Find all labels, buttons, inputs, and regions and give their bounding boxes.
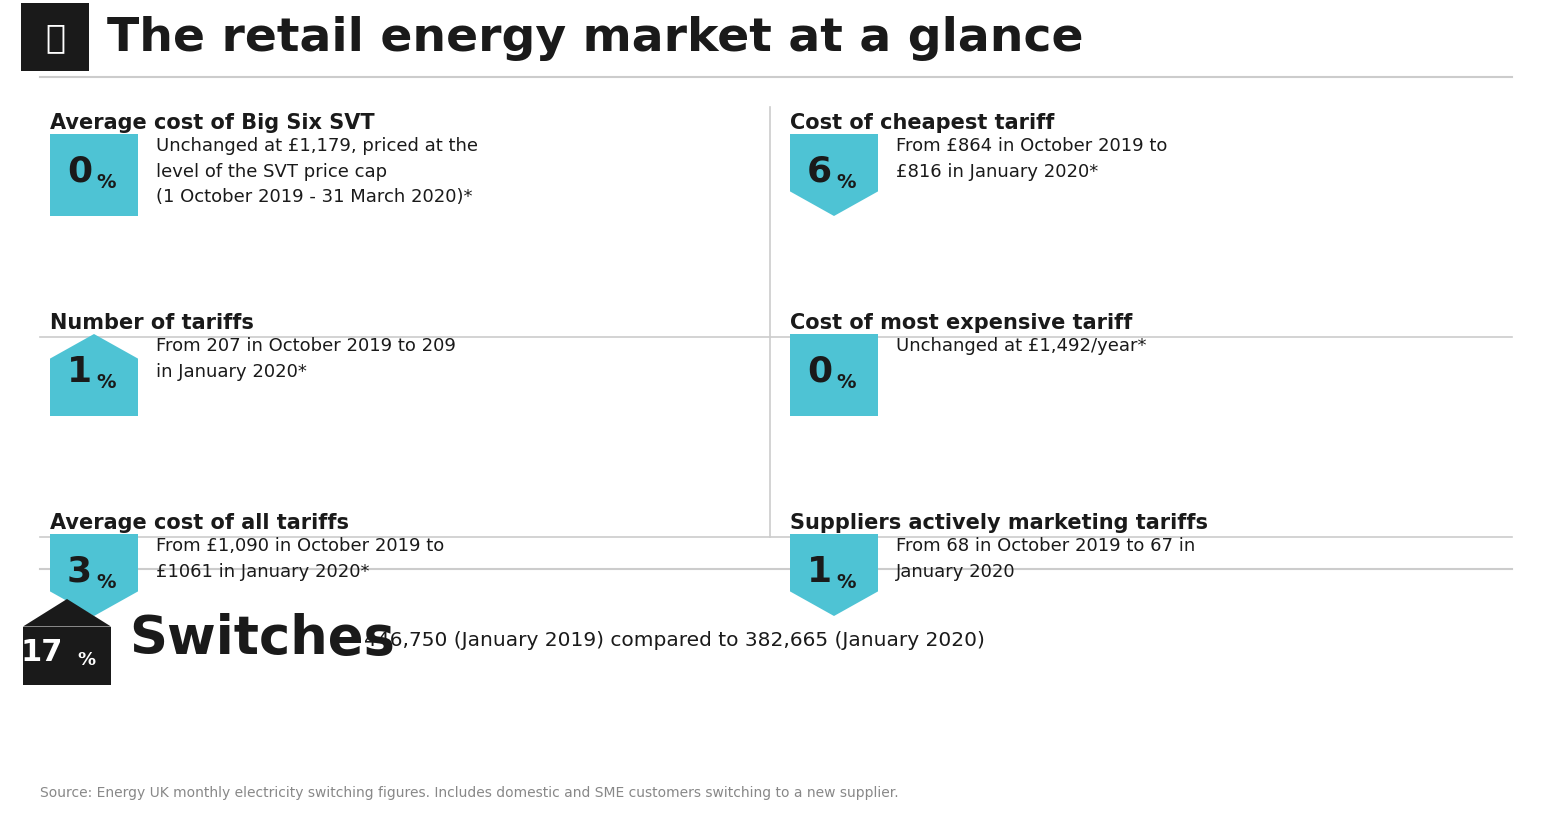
Text: %: % [837,372,855,391]
Text: 👁: 👁 [45,22,65,55]
FancyBboxPatch shape [50,135,138,217]
Text: From £1,090 in October 2019 to
£1061 in January 2020*: From £1,090 in October 2019 to £1061 in … [157,537,444,580]
Text: Number of tariffs: Number of tariffs [50,313,255,332]
Polygon shape [23,600,112,627]
Text: The retail energy market at a glance: The retail energy market at a glance [107,16,1083,60]
Text: Switches: Switches [129,612,394,664]
Text: 6: 6 [807,155,832,189]
Text: From 207 in October 2019 to 209
in January 2020*: From 207 in October 2019 to 209 in Janua… [157,337,456,380]
FancyBboxPatch shape [23,627,112,686]
Text: %: % [837,172,855,191]
FancyBboxPatch shape [790,335,878,417]
Text: Cost of most expensive tariff: Cost of most expensive tariff [790,313,1133,332]
Text: Average cost of Big Six SVT: Average cost of Big Six SVT [50,112,374,133]
Text: 1: 1 [807,554,832,588]
Text: Cost of cheapest tariff: Cost of cheapest tariff [790,112,1054,133]
Text: Source: Energy UK monthly electricity switching figures. Includes domestic and S: Source: Energy UK monthly electricity sw… [40,785,899,799]
Text: 3: 3 [67,554,92,588]
Text: 0: 0 [67,155,92,189]
Text: Unchanged at £1,179, priced at the
level of the SVT price cap
(1 October 2019 - : Unchanged at £1,179, priced at the level… [157,136,478,206]
Text: %: % [96,172,115,191]
Text: 0: 0 [807,355,832,389]
FancyBboxPatch shape [22,4,88,72]
Text: %: % [96,571,115,590]
Text: Suppliers actively marketing tariffs: Suppliers actively marketing tariffs [790,513,1207,533]
Text: 17: 17 [20,638,64,667]
Text: %: % [837,571,855,590]
Polygon shape [790,534,878,616]
Text: 1: 1 [67,355,92,389]
Text: Unchanged at £1,492/year*: Unchanged at £1,492/year* [896,337,1147,355]
Text: %: % [78,650,95,668]
Polygon shape [50,534,138,616]
Text: Average cost of all tariffs: Average cost of all tariffs [50,513,349,533]
Text: From £864 in October 2019 to
£816 in January 2020*: From £864 in October 2019 to £816 in Jan… [896,136,1167,180]
Text: %: % [96,372,115,391]
Polygon shape [50,335,138,417]
Polygon shape [790,135,878,217]
Text: 446,750 (January 2019) compared to 382,665 (January 2020): 446,750 (January 2019) compared to 382,6… [365,631,986,650]
Text: From 68 in October 2019 to 67 in
January 2020: From 68 in October 2019 to 67 in January… [896,537,1195,580]
